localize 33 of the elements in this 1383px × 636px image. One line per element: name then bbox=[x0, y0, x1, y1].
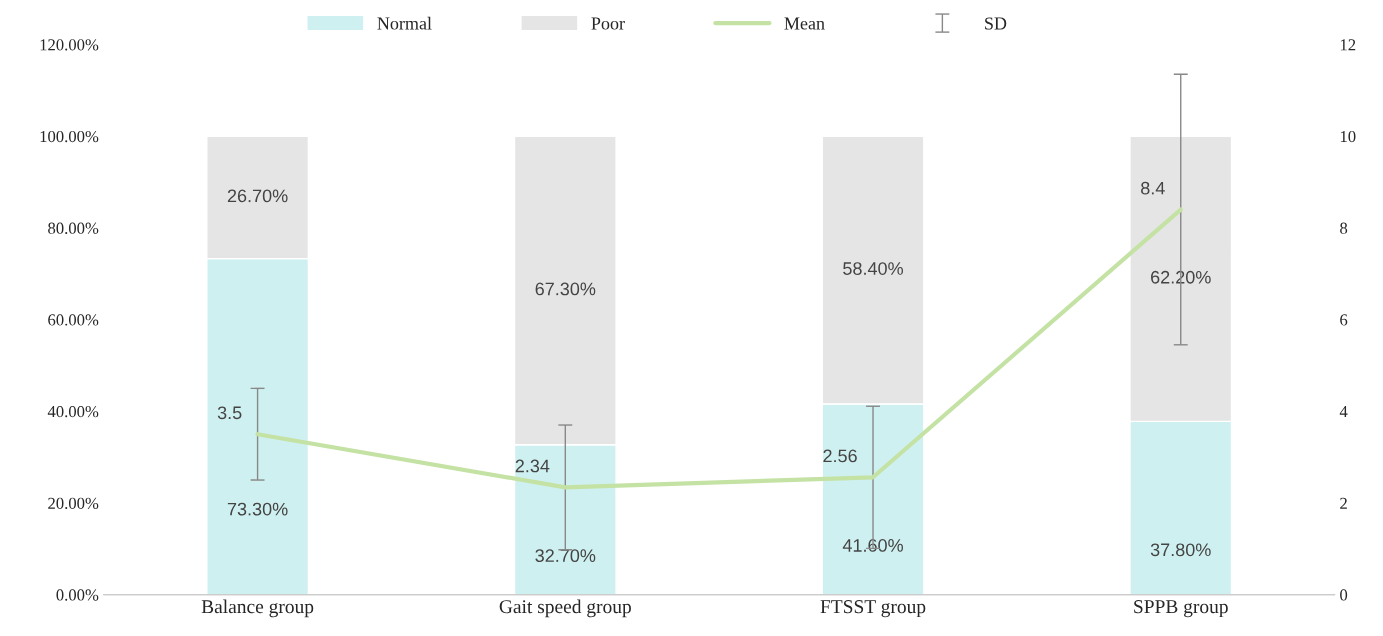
x-tick-label: Gait speed group bbox=[499, 599, 631, 618]
y-tick-label: 100.00% bbox=[40, 130, 99, 143]
y-tick-label: 20.00% bbox=[48, 497, 99, 509]
y2-tick-label: 10 bbox=[1340, 130, 1356, 143]
data-label: 2.56 bbox=[823, 449, 857, 463]
y2-tick-label: 8 bbox=[1340, 222, 1348, 234]
legend-label: Mean bbox=[784, 17, 825, 30]
y-tick-label: 120.00% bbox=[40, 39, 99, 51]
x-tick-label: SPPB group bbox=[1134, 600, 1228, 618]
y2-tick-label: 4 bbox=[1339, 406, 1348, 418]
data-label: 8.4 bbox=[1141, 181, 1165, 195]
data-label: 32.70% bbox=[535, 549, 596, 563]
data-label: 37.80% bbox=[1150, 543, 1211, 557]
data-label: 3.5 bbox=[217, 406, 242, 420]
y-tick-label: 60.00% bbox=[48, 314, 99, 326]
y2-tick-label: 0 bbox=[1340, 589, 1348, 601]
y-tick-label: 0.00% bbox=[56, 589, 99, 601]
x-tick-label: FTSST group bbox=[820, 600, 926, 618]
y-tick-label: 40.00% bbox=[47, 405, 99, 418]
data-label: 26.70% bbox=[227, 189, 288, 203]
data-label: 73.30% bbox=[227, 502, 288, 516]
y-tick-label: 80.00% bbox=[48, 222, 99, 234]
data-label: 67.30% bbox=[535, 282, 596, 296]
y2-tick-label: 12 bbox=[1340, 39, 1356, 51]
y2-tick-label: 6 bbox=[1340, 314, 1348, 326]
y2-tick-label: 2 bbox=[1340, 497, 1347, 509]
x-tick-label: Balance group bbox=[201, 599, 314, 618]
text: SD bbox=[985, 17, 1007, 30]
legend-label: Poor bbox=[591, 17, 625, 30]
legend-label: Normal bbox=[377, 16, 432, 30]
data-label: 41.60% bbox=[842, 539, 903, 552]
data-label: 58.40% bbox=[843, 262, 903, 275]
data-label: 2.34 bbox=[515, 459, 550, 473]
